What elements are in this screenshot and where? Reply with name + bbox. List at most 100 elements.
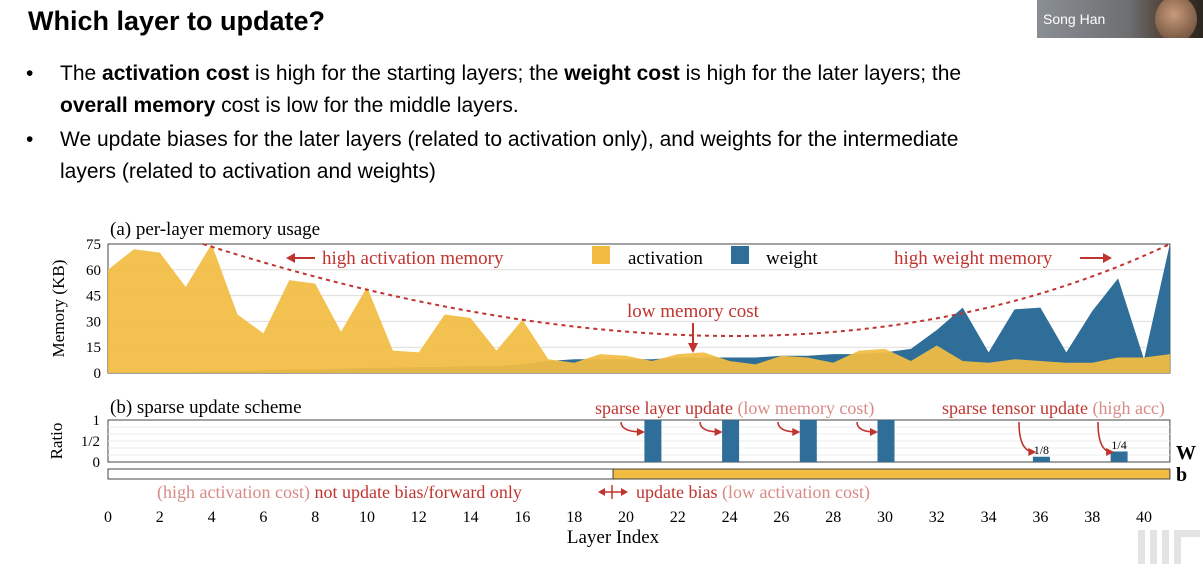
legend-swatch-activation <box>592 246 610 264</box>
y-axis-label: Memory (KB) <box>49 260 68 358</box>
annotation-sparse-layer: sparse layer update <box>595 398 733 418</box>
legend-label-activation: activation <box>628 248 703 269</box>
annotation-arrow-head <box>1106 448 1115 456</box>
speaker-name: Song Han <box>1043 11 1106 27</box>
memory-trend-curve <box>202 243 1171 337</box>
annotation-arrow-head <box>870 428 878 436</box>
bold-text-run: weight cost <box>564 62 680 85</box>
x-tick-label: 32 <box>929 509 945 526</box>
panel-a-title: (a) per-layer memory usage <box>110 219 320 240</box>
x-tick-label: 14 <box>463 509 479 526</box>
sparse-weight-bar <box>722 420 740 462</box>
x-tick-label: 0 <box>104 509 112 526</box>
bullet-dot: • <box>26 62 34 85</box>
x-tick-label: 20 <box>618 509 634 526</box>
y-tick-label: 60 <box>86 263 101 279</box>
bias-arrow-left-head <box>598 488 605 496</box>
bullet-1-line-2: overall memory cost is low for the middl… <box>60 90 1203 122</box>
annotation-sparse-tensor-note: (high acc) <box>1088 398 1165 419</box>
x-tick-label: 8 <box>311 509 319 526</box>
annotation-bias-right-note: (low activation cost) <box>717 482 869 503</box>
annotation-sparse-layer-note: (low memory cost) <box>733 398 874 419</box>
annotation-bias-right: update bias <box>636 482 717 502</box>
text-run: is high for the starting layers; the <box>249 62 565 85</box>
arrow-down-head <box>688 343 698 353</box>
y-tick-label: 0 <box>93 455 101 471</box>
sparse-weight-bar <box>644 420 662 462</box>
x-tick-label: 36 <box>1032 509 1048 526</box>
y-axis-label: Ratio <box>47 423 66 460</box>
slide-title: Which layer to update? <box>28 6 326 36</box>
bullet-2: • We update biases for the later layers … <box>24 124 1203 188</box>
y-tick-label: 1 <box>93 413 101 429</box>
row-label-b: b <box>1176 464 1187 486</box>
arrow-left-head <box>286 253 295 263</box>
x-tick-label: 16 <box>514 509 530 526</box>
fraction-label: 1/4 <box>1111 438 1126 452</box>
x-tick-label: 28 <box>825 509 841 526</box>
bullet-1: • The activation cost is high for the st… <box>24 58 1203 122</box>
x-tick-label: 10 <box>359 509 375 526</box>
series-activation-area <box>108 244 1170 373</box>
bold-text-run: overall memory <box>60 94 216 117</box>
sparse-weight-bar <box>877 420 895 462</box>
legend-swatch-weight <box>731 246 749 264</box>
annotation-low-memory: low memory cost <box>627 301 760 322</box>
annotation-group: update bias (low activation cost) <box>636 482 870 503</box>
y-tick-label: 15 <box>86 340 101 356</box>
annotation-arrow-head <box>714 428 723 436</box>
x-tick-label: 12 <box>411 509 427 526</box>
y-tick-label: 45 <box>86 289 101 305</box>
series-weight-area <box>108 244 1170 373</box>
x-tick-label: 26 <box>773 509 789 526</box>
panel-a-memory-chart: 0 15 30 45 60 75 Memory (KB) (a) per-layer memo… <box>49 219 1171 382</box>
arrow-right-head <box>1103 253 1112 263</box>
annotation-bias-left-note: (high activation cost) <box>157 482 310 503</box>
bullet-2-line-1: We update biases for the later layers (r… <box>60 124 1203 156</box>
sparse-weight-bar <box>1110 451 1128 462</box>
x-axis-label: Layer Index <box>567 527 660 548</box>
y-tick-label: 30 <box>86 314 101 330</box>
x-tick-label: 38 <box>1084 509 1100 526</box>
panel-b-title: (b) sparse update scheme <box>110 397 302 418</box>
sparse-weight-bar <box>1032 456 1050 462</box>
bullet-1-line-1: The activation cost is high for the star… <box>60 58 1203 90</box>
x-axis: 0 2 4 6 8 10 12 14 16 18 20 22 24 26 28 30 32 34 36 38 40Lay… <box>104 509 1152 548</box>
speaker-avatar <box>1155 0 1197 38</box>
x-tick-label: 30 <box>877 509 893 526</box>
panel-b-sparse-update-chart: 0 1/2 1 Ratio (b) sparse update scheme Wb spar… <box>47 397 1196 503</box>
bias-arrow-right-head <box>621 488 628 496</box>
x-tick-label: 24 <box>722 509 738 526</box>
y-tick-label: 75 <box>86 237 101 253</box>
sparse-weight-bar <box>799 420 817 462</box>
speaker-video-tile: Song Han <box>1037 0 1203 38</box>
bias-bar-no-update <box>107 468 614 480</box>
annotation-high-weight: high weight memory <box>894 248 1053 269</box>
bullet-2-line-2: layers (related to activation and weight… <box>60 156 1203 188</box>
y-tick-label: 1/2 <box>81 434 100 450</box>
x-tick-label: 40 <box>1136 509 1152 526</box>
bold-text-run: activation cost <box>102 62 250 85</box>
bullet-list: • The activation cost is high for the st… <box>24 58 1203 190</box>
x-tick-label: 34 <box>981 509 997 526</box>
legend-label-weight: weight <box>766 248 818 269</box>
bullet-dot: • <box>26 128 34 151</box>
x-tick-label: 18 <box>566 509 582 526</box>
mit-watermark <box>1138 530 1200 564</box>
text-run: layers (related to activation and weight… <box>60 160 436 183</box>
y-tick-label: 0 <box>94 366 102 382</box>
fraction-label: 1/8 <box>1034 443 1049 457</box>
x-tick-label: 2 <box>156 509 164 526</box>
annotation-sparse-tensor: sparse tensor update <box>942 398 1088 418</box>
annotation-bias-left: (high activation cost) not update bias/f… <box>157 482 522 503</box>
x-tick-label: 4 <box>208 509 216 526</box>
annotation-arrow-head <box>636 428 645 436</box>
annotation-group: sparse tensor update (high acc) <box>942 398 1165 419</box>
annotation-arrow-head <box>1028 448 1037 456</box>
bias-bar-update <box>612 468 1171 480</box>
text-run: cost is low for the middle layers. <box>215 94 519 117</box>
text-run: The <box>60 62 103 85</box>
x-tick-label: 22 <box>670 509 686 526</box>
annotation-high-activation: high activation memory <box>322 248 504 269</box>
